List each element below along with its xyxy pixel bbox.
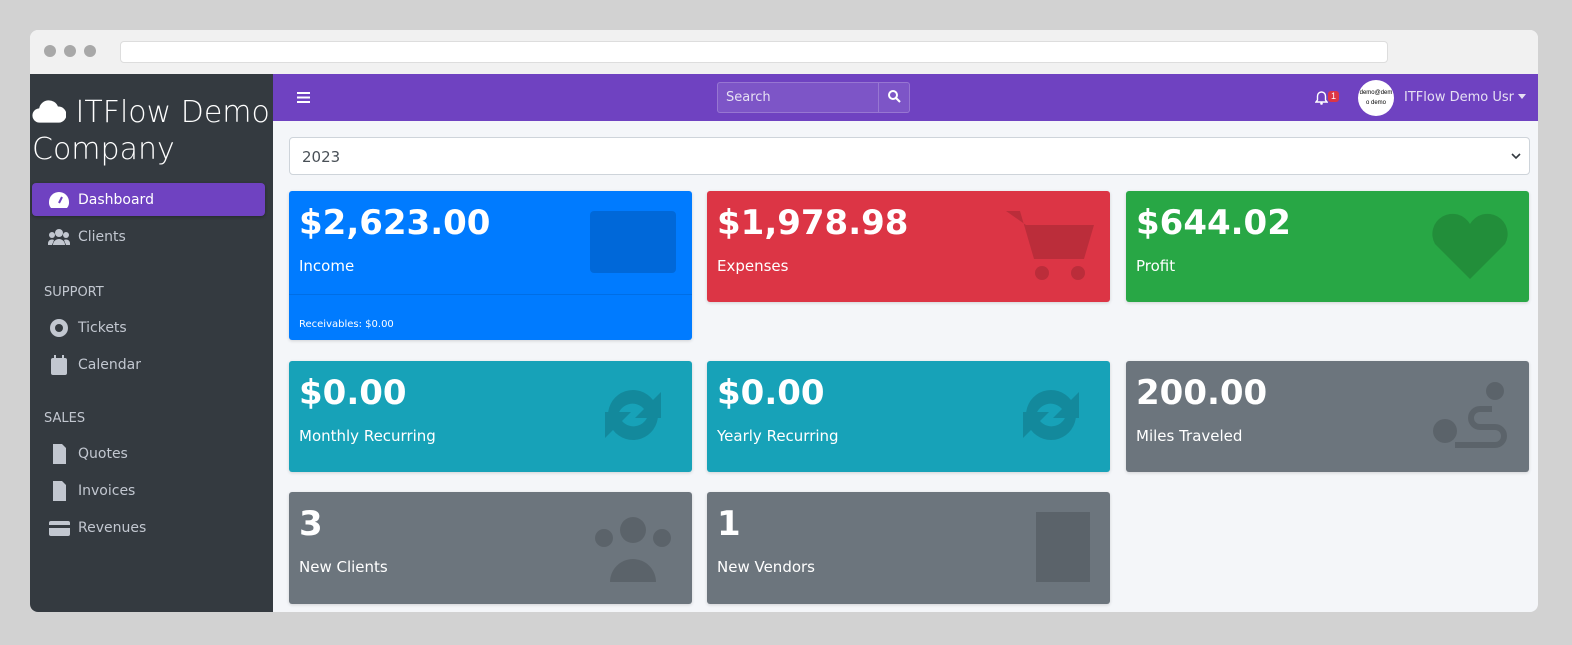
sync-icon bbox=[605, 390, 661, 440]
year-value: 2023 bbox=[302, 148, 341, 166]
card-value: $644.02 bbox=[1136, 203, 1291, 243]
card-value: $0.00 bbox=[299, 373, 407, 413]
browser-titlebar bbox=[30, 30, 1538, 74]
card-value: $0.00 bbox=[717, 373, 825, 413]
life-ring-icon bbox=[50, 318, 68, 337]
maximize-dot[interactable] bbox=[84, 45, 96, 57]
users-icon bbox=[595, 517, 671, 582]
top-navbar: 1 demo@demo demo ITFlow Demo Usr bbox=[273, 74, 1538, 121]
new-vendors-card[interactable]: 1 New Vendors bbox=[707, 492, 1110, 604]
label: Tickets bbox=[78, 319, 127, 336]
brand-text: ITFlow Demo Company bbox=[32, 95, 270, 167]
label: Clients bbox=[78, 228, 126, 245]
bell-icon bbox=[1315, 91, 1328, 105]
label: Quotes bbox=[78, 445, 128, 462]
heart-icon bbox=[1432, 213, 1508, 279]
search-button[interactable] bbox=[878, 83, 909, 112]
label: Invoices bbox=[78, 482, 136, 499]
card-label: Monthly Recurring bbox=[299, 427, 436, 445]
card-label: Expenses bbox=[717, 257, 789, 275]
income-card[interactable]: $2,623.00 Income Receivables: $0.00 bbox=[289, 191, 692, 340]
cloud-icon bbox=[32, 100, 67, 123]
search-icon bbox=[887, 89, 901, 103]
monthly-recurring-card[interactable]: $0.00 Monthly Recurring bbox=[289, 361, 692, 472]
card-label: Miles Traveled bbox=[1136, 427, 1243, 445]
card-label: New Clients bbox=[299, 558, 388, 576]
sidebar-item-dashboard[interactable]: Dashboard bbox=[32, 183, 265, 216]
miles-traveled-card[interactable]: 200.00 Miles Traveled bbox=[1126, 361, 1529, 472]
brand-link[interactable]: ITFlow Demo Company bbox=[32, 94, 272, 168]
route-icon bbox=[1433, 382, 1507, 448]
minimize-dot[interactable] bbox=[64, 45, 76, 57]
sidebar-item-invoices[interactable]: Invoices bbox=[32, 474, 265, 507]
expenses-card[interactable]: $1,978.98 Expenses bbox=[707, 191, 1110, 302]
card-value: $1,978.98 bbox=[717, 203, 909, 243]
yearly-recurring-card[interactable]: $0.00 Yearly Recurring bbox=[707, 361, 1110, 472]
users-icon bbox=[48, 228, 70, 245]
card-value: $2,623.00 bbox=[299, 203, 491, 243]
file-icon bbox=[53, 443, 66, 464]
label: Calendar bbox=[78, 356, 141, 373]
sales-header: SALES bbox=[44, 411, 86, 426]
user-name: ITFlow Demo Usr bbox=[1404, 90, 1514, 105]
tachometer-icon bbox=[48, 191, 70, 208]
label: Dashboard bbox=[78, 191, 154, 208]
card-value: 1 bbox=[717, 504, 741, 544]
caret-down-icon bbox=[1518, 94, 1527, 99]
user-menu[interactable]: ITFlow Demo Usr bbox=[1404, 90, 1527, 105]
browser-window: ITFlow Demo Company Dashboard Clients SU… bbox=[30, 30, 1538, 612]
close-dot[interactable] bbox=[44, 45, 56, 57]
profit-card[interactable]: $644.02 Profit bbox=[1126, 191, 1529, 302]
card-value: 3 bbox=[299, 504, 323, 544]
sidebar-item-tickets[interactable]: Tickets bbox=[32, 311, 265, 344]
card-label: Profit bbox=[1136, 257, 1176, 275]
sidebar-item-calendar[interactable]: Calendar bbox=[32, 348, 265, 381]
notifications-button[interactable]: 1 bbox=[1315, 89, 1345, 107]
avatar[interactable]: demo@demo demo bbox=[1358, 80, 1394, 116]
receivables-footer: Receivables: $0.00 bbox=[289, 294, 692, 340]
building-icon bbox=[1036, 512, 1090, 582]
notification-badge: 1 bbox=[1328, 91, 1340, 102]
search-input[interactable] bbox=[718, 83, 878, 112]
hamburger-menu-icon[interactable] bbox=[297, 92, 310, 103]
chevron-down-icon bbox=[1511, 153, 1521, 160]
file-invoice-dollar-icon bbox=[53, 480, 66, 501]
shopping-cart-icon bbox=[1006, 211, 1094, 280]
new-clients-card[interactable]: 3 New Clients bbox=[289, 492, 692, 604]
sidebar-item-clients[interactable]: Clients bbox=[32, 220, 265, 253]
calendar-icon bbox=[51, 354, 67, 375]
year-select[interactable]: 2023 bbox=[289, 137, 1530, 175]
address-bar[interactable] bbox=[120, 41, 1388, 63]
sync-icon bbox=[1023, 390, 1079, 440]
card-label: New Vendors bbox=[717, 558, 815, 576]
sidebar: ITFlow Demo Company Dashboard Clients SU… bbox=[30, 74, 273, 612]
label: Revenues bbox=[78, 519, 147, 536]
credit-card-icon bbox=[49, 520, 70, 536]
sidebar-item-quotes[interactable]: Quotes bbox=[32, 437, 265, 470]
card-value: 200.00 bbox=[1136, 373, 1268, 413]
credit-card-icon bbox=[590, 211, 676, 273]
card-label: Yearly Recurring bbox=[717, 427, 839, 445]
support-header: SUPPORT bbox=[44, 285, 104, 300]
sidebar-item-revenues[interactable]: Revenues bbox=[32, 511, 265, 544]
card-label: Income bbox=[299, 257, 355, 275]
search-form bbox=[717, 82, 910, 113]
